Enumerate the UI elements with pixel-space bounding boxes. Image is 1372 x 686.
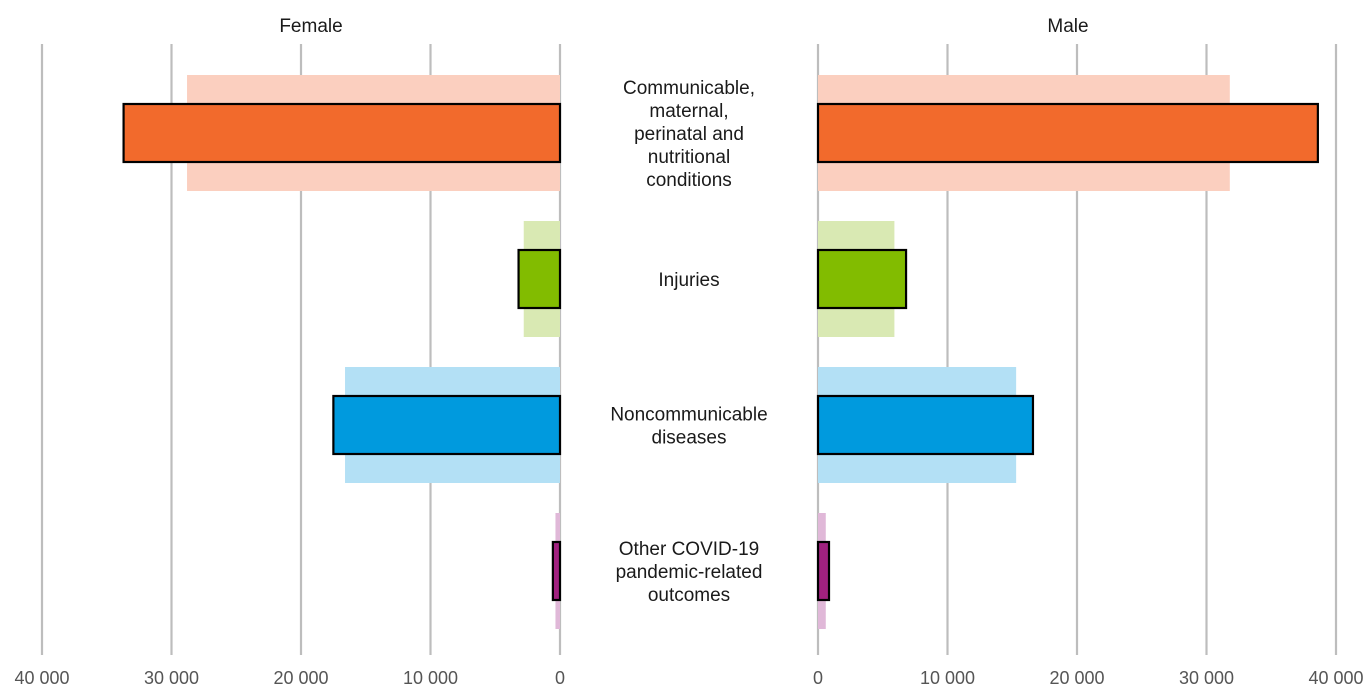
category-labels: Communicable, maternal, perinatal and nutri… (610, 78, 767, 606)
category-label: Communicable, maternal, perinatal and nutri… (623, 78, 755, 191)
female-tick-label: 20 000 (273, 668, 328, 686)
female-panel-title: Female (279, 16, 342, 37)
category-label: Other COVID-19 pandemic-related outcomes (616, 539, 763, 606)
bars (122, 75, 1319, 629)
male-bar (816, 394, 1035, 456)
female-tick-label: 40 000 (14, 668, 69, 686)
axis-tick-labels: 40 000 30 000 20 000 10 000 0 0 10 000 20 000 30… (14, 668, 1363, 686)
female-tick-label: 10 000 (403, 668, 458, 686)
male-panel-title: Male (1047, 16, 1088, 37)
female-bar (122, 102, 562, 164)
male-bar (816, 248, 908, 310)
female-bar (551, 540, 562, 602)
category-label: Injuries (658, 270, 719, 291)
female-tick-label: 0 (555, 668, 565, 686)
male-tick-label: 20 000 (1049, 668, 1104, 686)
female-tick-label: 30 000 (144, 668, 199, 686)
category-label: Noncommunicable diseases (610, 405, 767, 449)
male-tick-label: 40 000 (1308, 668, 1363, 686)
male-tick-label: 0 (813, 668, 823, 686)
male-bar (816, 102, 1319, 164)
male-tick-label: 10 000 (920, 668, 975, 686)
female-bar (517, 248, 562, 310)
male-tick-label: 30 000 (1179, 668, 1234, 686)
female-bar (332, 394, 562, 456)
male-bar (816, 540, 831, 602)
